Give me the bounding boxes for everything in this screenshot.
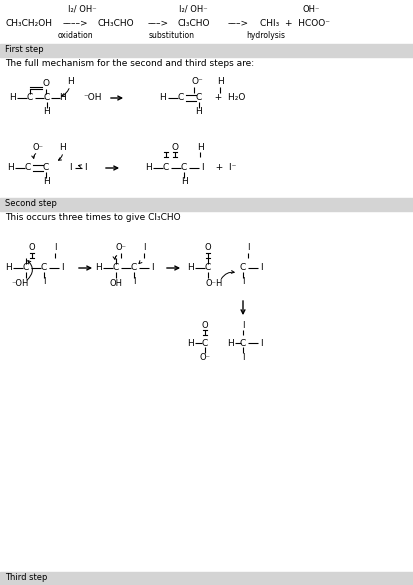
Text: C: C — [27, 94, 33, 102]
Text: C: C — [178, 94, 184, 102]
Text: CH₃CHO: CH₃CHO — [97, 19, 134, 29]
Text: The full mechanism for the second and third steps are:: The full mechanism for the second and th… — [5, 58, 254, 67]
Text: +  I⁻: + I⁻ — [210, 163, 236, 171]
Text: C: C — [23, 263, 29, 273]
Text: H: H — [7, 163, 13, 173]
Text: CI₃CHO: CI₃CHO — [178, 19, 211, 29]
Text: H: H — [95, 263, 101, 273]
Text: OH⁻: OH⁻ — [302, 5, 320, 13]
Bar — [0, 44, 413, 57]
Text: hydrolysis: hydrolysis — [247, 32, 285, 40]
Text: I: I — [143, 243, 145, 253]
Text: C: C — [196, 94, 202, 102]
Text: I: I — [201, 163, 203, 173]
Text: I: I — [69, 163, 71, 173]
Text: O⁻H: O⁻H — [205, 278, 222, 287]
Bar — [0, 198, 413, 211]
Text: Third step: Third step — [5, 573, 47, 583]
Text: I: I — [247, 243, 249, 253]
Text: ––––>: ––––> — [63, 19, 89, 27]
Text: C: C — [43, 163, 49, 173]
Text: H: H — [187, 339, 193, 347]
Text: I: I — [133, 277, 135, 287]
Text: I: I — [242, 353, 244, 363]
Text: ⁻OH: ⁻OH — [11, 280, 28, 288]
Text: +  H₂O: + H₂O — [209, 92, 245, 102]
Bar — [0, 572, 413, 585]
Text: I: I — [43, 277, 45, 287]
Text: C: C — [44, 94, 50, 102]
Text: I: I — [54, 243, 56, 253]
Text: H: H — [59, 94, 66, 102]
Text: O: O — [205, 243, 211, 253]
Text: H: H — [217, 77, 223, 87]
Text: C: C — [181, 163, 187, 173]
Text: I: I — [84, 163, 86, 173]
Text: CH₃CH₂OH: CH₃CH₂OH — [5, 19, 52, 29]
Text: C: C — [25, 163, 31, 173]
Text: O: O — [43, 80, 50, 88]
Text: CHI₃  +  HCOO⁻: CHI₃ + HCOO⁻ — [260, 19, 330, 29]
Text: I: I — [242, 321, 244, 329]
Text: O: O — [202, 321, 208, 329]
Text: H: H — [187, 263, 193, 273]
Text: OH: OH — [109, 278, 123, 287]
Text: C: C — [240, 263, 246, 273]
Text: I₂/ OH⁻: I₂/ OH⁻ — [68, 5, 96, 13]
Text: C: C — [240, 339, 246, 347]
Text: C: C — [202, 339, 208, 347]
Text: H: H — [43, 177, 50, 187]
Text: substitution: substitution — [149, 32, 195, 40]
Text: H: H — [145, 163, 152, 173]
Text: This occurs three times to give Cl₃CHO: This occurs three times to give Cl₃CHO — [5, 214, 180, 222]
Text: H: H — [227, 339, 233, 347]
Text: O⁻: O⁻ — [199, 353, 211, 363]
Text: C: C — [163, 163, 169, 173]
Text: H: H — [9, 94, 15, 102]
Text: O⁻: O⁻ — [191, 77, 203, 87]
Text: I: I — [260, 339, 262, 347]
Text: C: C — [113, 263, 119, 273]
Text: I: I — [151, 263, 153, 273]
Text: H: H — [197, 143, 203, 152]
Text: H: H — [5, 263, 12, 273]
Text: C: C — [205, 263, 211, 273]
Text: –––>: –––> — [228, 19, 249, 27]
Text: oxidation: oxidation — [57, 32, 93, 40]
Text: –––>: –––> — [148, 19, 169, 27]
Text: O⁻: O⁻ — [116, 243, 126, 253]
Text: ⁻OH: ⁻OH — [83, 92, 102, 102]
Text: I₂/ OH⁻: I₂/ OH⁻ — [179, 5, 207, 13]
Text: H: H — [160, 94, 166, 102]
Text: O⁻: O⁻ — [33, 143, 43, 152]
Text: H: H — [59, 143, 66, 152]
Text: First step: First step — [5, 46, 44, 54]
Text: O: O — [28, 243, 36, 253]
Text: C: C — [131, 263, 137, 273]
Text: C: C — [41, 263, 47, 273]
Text: H: H — [196, 108, 202, 116]
Text: H: H — [180, 177, 188, 187]
Text: I: I — [61, 263, 63, 273]
Text: I: I — [242, 277, 244, 287]
Text: O: O — [171, 143, 178, 152]
Text: Second step: Second step — [5, 199, 57, 208]
Text: H: H — [44, 108, 50, 116]
Text: I: I — [260, 263, 262, 273]
Text: H: H — [66, 77, 74, 87]
